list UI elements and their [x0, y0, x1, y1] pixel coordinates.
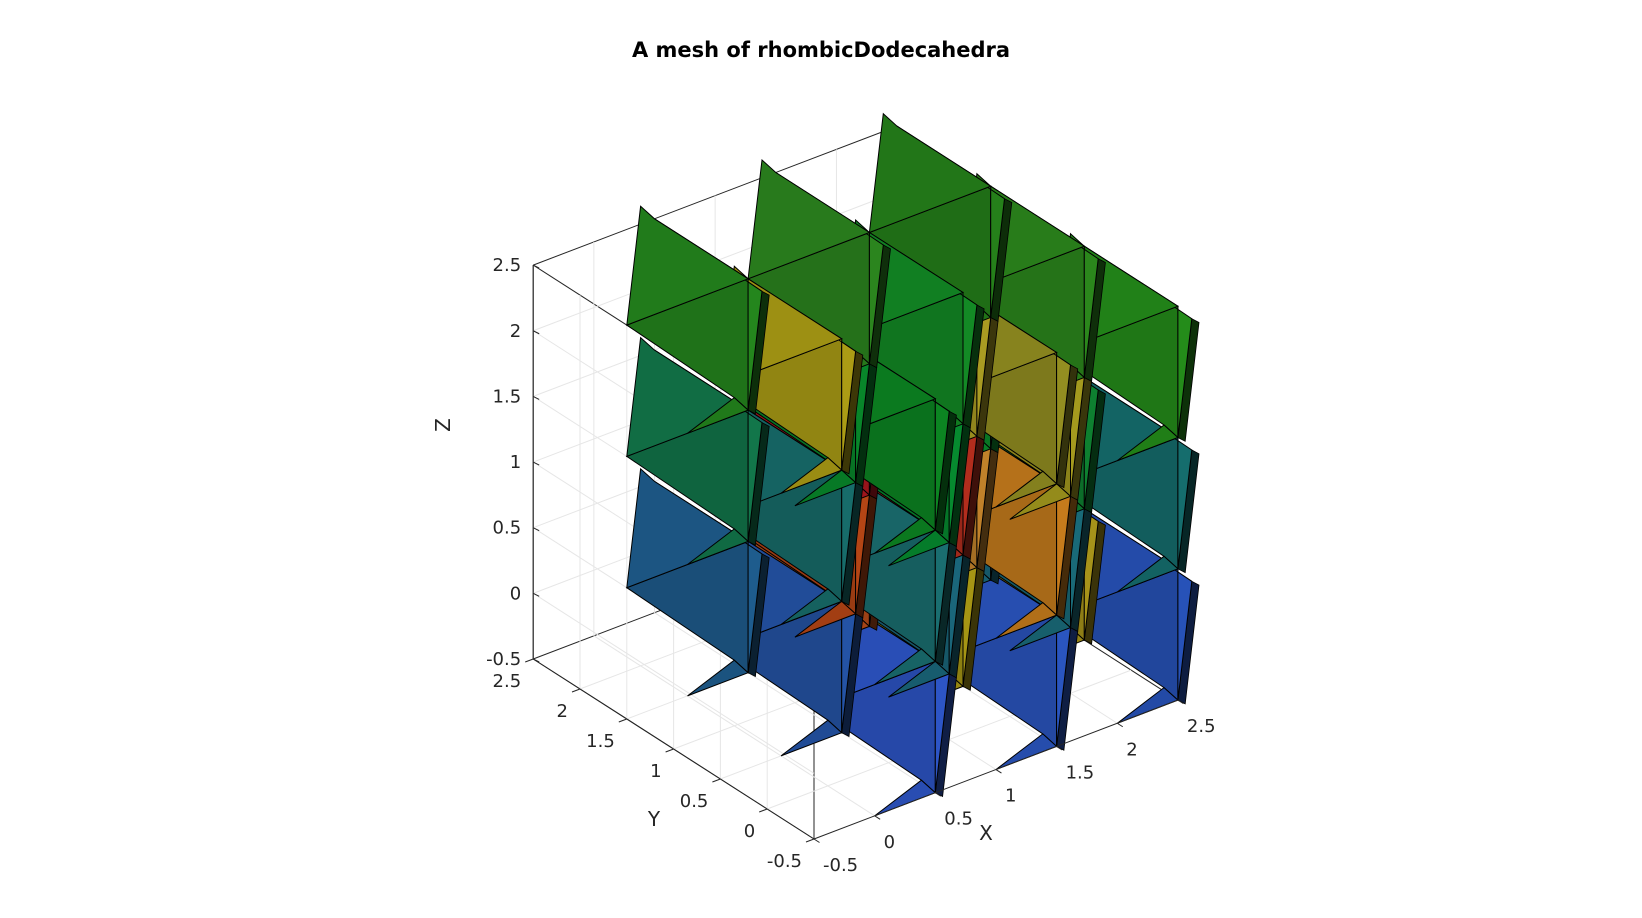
face-bottom: [687, 396, 750, 434]
z-tick-label: 1.5: [493, 386, 522, 407]
z-tick-label: 0: [510, 583, 521, 604]
z-axis-label: Z: [431, 418, 455, 432]
z-tick: [532, 658, 540, 663]
polyhedra-group: [625, 112, 1200, 817]
face-bottom: [888, 529, 951, 567]
x-tick-label: -0.5: [823, 855, 858, 876]
y-tick-label: 0: [744, 821, 755, 842]
z-tick-label: 1: [510, 452, 521, 473]
y-tick-label: 2.5: [493, 671, 522, 692]
face-top: [747, 158, 871, 280]
z-tick: [532, 330, 540, 335]
z-tick: [532, 592, 540, 597]
face-top: [868, 112, 992, 234]
face-bottom: [888, 660, 951, 698]
y-tick: [759, 808, 768, 813]
face-bottom: [874, 779, 937, 817]
y-tick: [618, 718, 627, 723]
face-bottom: [780, 719, 843, 757]
face-bottom: [995, 470, 1058, 508]
z-tick: [532, 264, 540, 269]
y-tick-label: 0.5: [680, 791, 709, 812]
face-bottom: [1009, 614, 1072, 652]
y-tick: [665, 748, 674, 753]
z-tick: [532, 461, 540, 466]
x-tick: [995, 769, 1002, 774]
face-bottom: [794, 600, 857, 638]
z-tick: [532, 527, 540, 532]
y-tick-label: -0.5: [767, 851, 802, 872]
y-tick: [805, 838, 815, 843]
x-tick: [813, 838, 820, 843]
x-tick: [1116, 722, 1124, 728]
x-tick-label: 2.5: [1187, 716, 1216, 737]
face-bottom: [687, 659, 750, 697]
axis-ticks: -0.500.511.522.5-0.500.511.522.5-0.500.5…: [486, 255, 1215, 876]
x-axis-label: X: [979, 821, 993, 845]
x-tick: [935, 792, 942, 797]
rhombic-dodecahedron: [625, 205, 770, 434]
face-bottom: [687, 528, 750, 565]
face-bottom: [995, 733, 1058, 770]
face-bottom: [1116, 424, 1179, 462]
face-bottom: [1009, 483, 1072, 520]
face-bottom: [780, 588, 843, 625]
x-tick: [1056, 745, 1063, 751]
y-tick: [525, 658, 534, 663]
face-bottom: [794, 469, 857, 507]
z-tick-label: -0.5: [486, 649, 521, 670]
x-tick-label: 2: [1126, 739, 1137, 760]
y-tick-label: 2: [557, 701, 568, 722]
rhombic-dodecahedron: [625, 336, 770, 565]
z-tick-label: 2.5: [493, 255, 522, 276]
y-tick: [712, 778, 721, 783]
x-tick-label: 0: [884, 832, 895, 853]
z-tick-label: 0.5: [493, 518, 522, 539]
y-tick-label: 1: [650, 761, 661, 782]
x-tick-label: 1: [1005, 786, 1016, 807]
face-bottom: [1116, 686, 1179, 724]
face-bottom: [874, 648, 937, 685]
x-tick: [1177, 699, 1184, 705]
y-tick-label: 1.5: [586, 731, 615, 752]
face-bottom: [995, 601, 1058, 639]
x-tick-label: 0.5: [944, 809, 973, 830]
z-tick: [532, 395, 540, 400]
x-tick: [874, 815, 881, 820]
face-bottom: [874, 516, 937, 554]
face-bottom: [1116, 555, 1179, 593]
z-tick-label: 2: [510, 321, 521, 342]
chart-title: A mesh of rhombicDodecahedra: [632, 38, 1010, 62]
y-axis-label: Y: [647, 807, 661, 831]
y-tick: [571, 688, 581, 693]
face-bottom: [780, 456, 843, 494]
x-tick-label: 1.5: [1066, 762, 1095, 783]
face-top: [626, 205, 750, 326]
